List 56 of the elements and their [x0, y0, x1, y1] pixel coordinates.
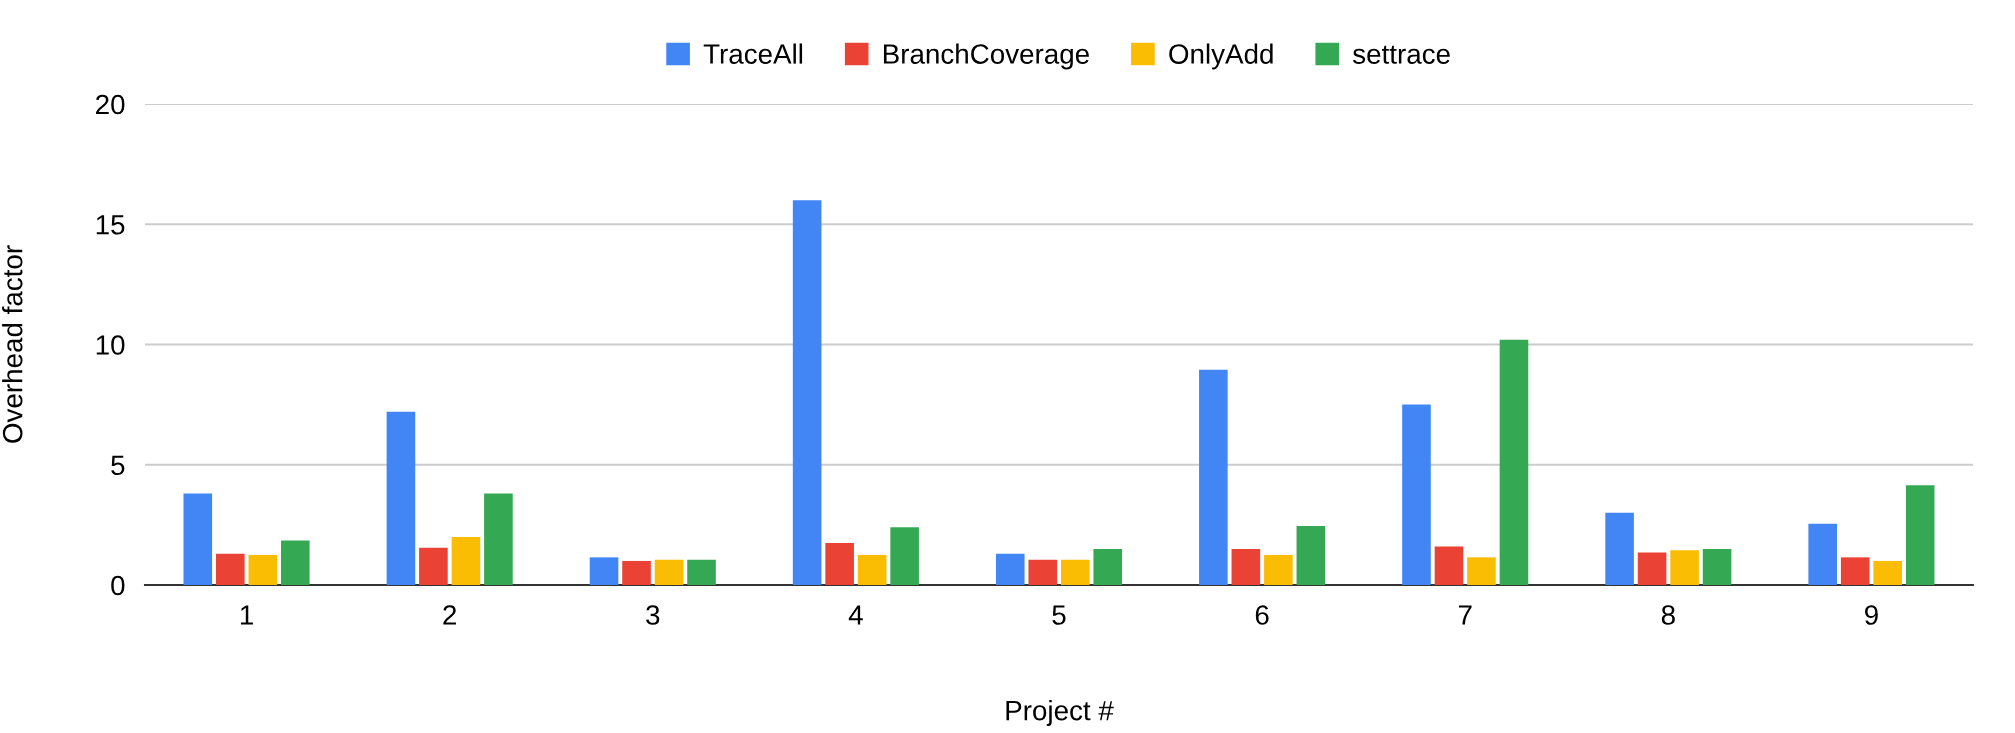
bar — [1637, 552, 1667, 585]
x-tick-label: 7 — [1458, 605, 1472, 625]
bar — [484, 493, 513, 585]
y-tick-label: 20 — [96, 94, 125, 115]
bar — [386, 411, 416, 585]
x-axis-title: Project # — [1006, 700, 1114, 726]
bar — [1264, 554, 1293, 585]
bar — [1093, 548, 1123, 585]
x-tick-label: 5 — [1052, 605, 1066, 625]
bar — [995, 553, 1025, 585]
bar — [216, 553, 245, 585]
bar — [890, 527, 919, 585]
bar — [1605, 512, 1634, 585]
legend-label: settrace — [1353, 45, 1450, 64]
bar — [248, 554, 278, 585]
x-tick-label: 8 — [1661, 605, 1675, 625]
bar — [1840, 557, 1870, 585]
bar — [1808, 523, 1837, 585]
bar — [1402, 404, 1431, 585]
x-tick-label: 9 — [1865, 605, 1878, 625]
bar — [281, 540, 310, 585]
y-tick-label: 10 — [96, 335, 125, 355]
bar — [183, 493, 213, 585]
bar — [825, 542, 854, 585]
x-tick-label: 1 — [240, 605, 253, 625]
bar — [1231, 548, 1261, 585]
bar — [1434, 546, 1464, 585]
bar — [1702, 548, 1732, 585]
bar — [1499, 339, 1529, 585]
bar — [1199, 369, 1228, 585]
bar — [451, 536, 481, 585]
legend-label: OnlyAdd — [1169, 43, 1273, 70]
bar — [857, 554, 887, 585]
x-tick-label: 4 — [848, 605, 863, 625]
bar — [1670, 550, 1699, 585]
bar — [622, 560, 651, 585]
legend-label: BranchCoverage — [883, 43, 1089, 70]
bar — [792, 200, 822, 585]
legend-label: TraceAll — [703, 43, 803, 64]
bar — [419, 547, 448, 585]
bar — [1296, 526, 1326, 585]
bar — [687, 559, 716, 585]
bar — [1873, 560, 1902, 585]
y-axis-title: Overhead factor — [2, 245, 23, 443]
x-tick-label: 3 — [646, 605, 660, 625]
bar — [1905, 485, 1935, 585]
bar — [1060, 559, 1090, 585]
bar — [1028, 559, 1058, 585]
y-tick-label: 15 — [96, 215, 125, 235]
y-tick-label: 0 — [111, 575, 125, 596]
y-tick-label: 5 — [111, 455, 125, 476]
bar — [654, 559, 684, 585]
x-tick-label: 6 — [1255, 605, 1269, 625]
bar — [1467, 557, 1496, 585]
x-tick-label: 2 — [443, 605, 456, 625]
bar — [589, 557, 619, 585]
